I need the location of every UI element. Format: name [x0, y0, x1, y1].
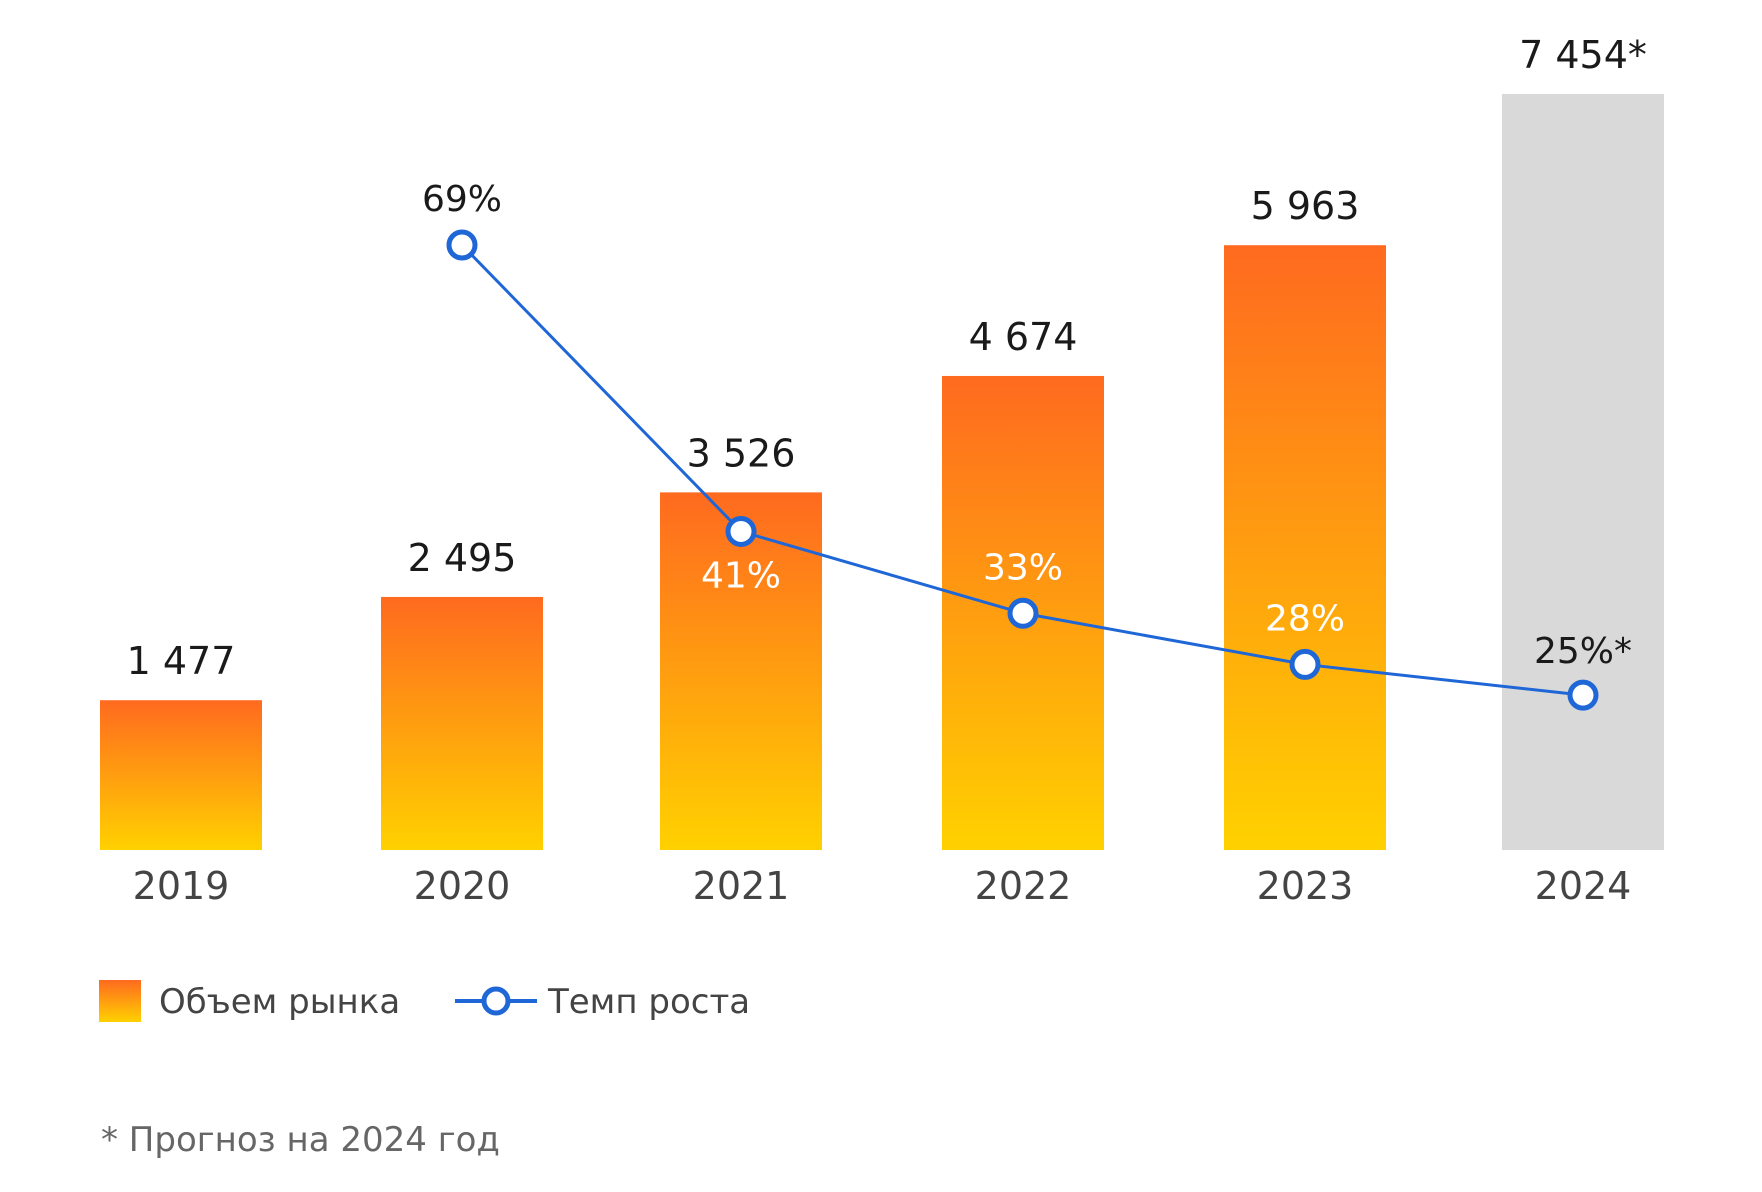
bar-2023	[1224, 245, 1386, 851]
bars-layer	[100, 94, 1664, 851]
bar-2020	[381, 596, 543, 850]
x-tick-label-2022: 2022	[975, 864, 1072, 908]
bar-value-label-2023: 5 963	[1251, 184, 1360, 228]
labels-layer: 1 477 2 495 3 526 4 674 5 963 7 454* 2019 2020 2…	[127, 33, 1647, 908]
bar-value-label-2024: 7 454*	[1519, 33, 1647, 77]
bar-2024	[1502, 94, 1664, 850]
legend: Объем рынка Темп роста	[99, 980, 750, 1022]
rate-point-2020	[446, 229, 478, 261]
rate-label-2022: 33%	[983, 547, 1063, 588]
rate-label-2023: 28%	[1265, 598, 1345, 639]
x-tick-label-2023: 2023	[1257, 864, 1354, 908]
rate-label-2021: 41%	[701, 555, 781, 596]
rate-label-2020: 69%	[422, 179, 502, 220]
legend-line-label: Темп роста	[547, 982, 750, 1022]
rate-label-2024: 25%*	[1534, 631, 1632, 672]
legend-line-marker-icon	[481, 986, 511, 1016]
rate-point-2021	[725, 515, 757, 547]
bar-2021	[660, 492, 822, 850]
rate-point-2022	[1007, 597, 1039, 629]
bar-value-label-2022: 4 674	[969, 315, 1078, 359]
rate-point-2023	[1289, 648, 1321, 680]
footnote: * Прогноз на 2024 год	[101, 1120, 500, 1160]
bar-2019	[100, 700, 262, 850]
x-tick-label-2021: 2021	[693, 864, 790, 908]
rate-point-2024	[1567, 679, 1599, 711]
bar-value-label-2020: 2 495	[408, 536, 517, 580]
x-tick-label-2019: 2019	[133, 864, 230, 908]
growth-line-layer	[446, 229, 1599, 711]
legend-bar-label: Объем рынка	[159, 982, 400, 1022]
x-tick-label-2020: 2020	[414, 864, 511, 908]
bar-value-label-2021: 3 526	[687, 431, 796, 475]
bar-value-label-2019: 1 477	[127, 639, 236, 683]
legend-bar-swatch	[99, 980, 141, 1022]
x-tick-label-2024: 2024	[1535, 864, 1632, 908]
